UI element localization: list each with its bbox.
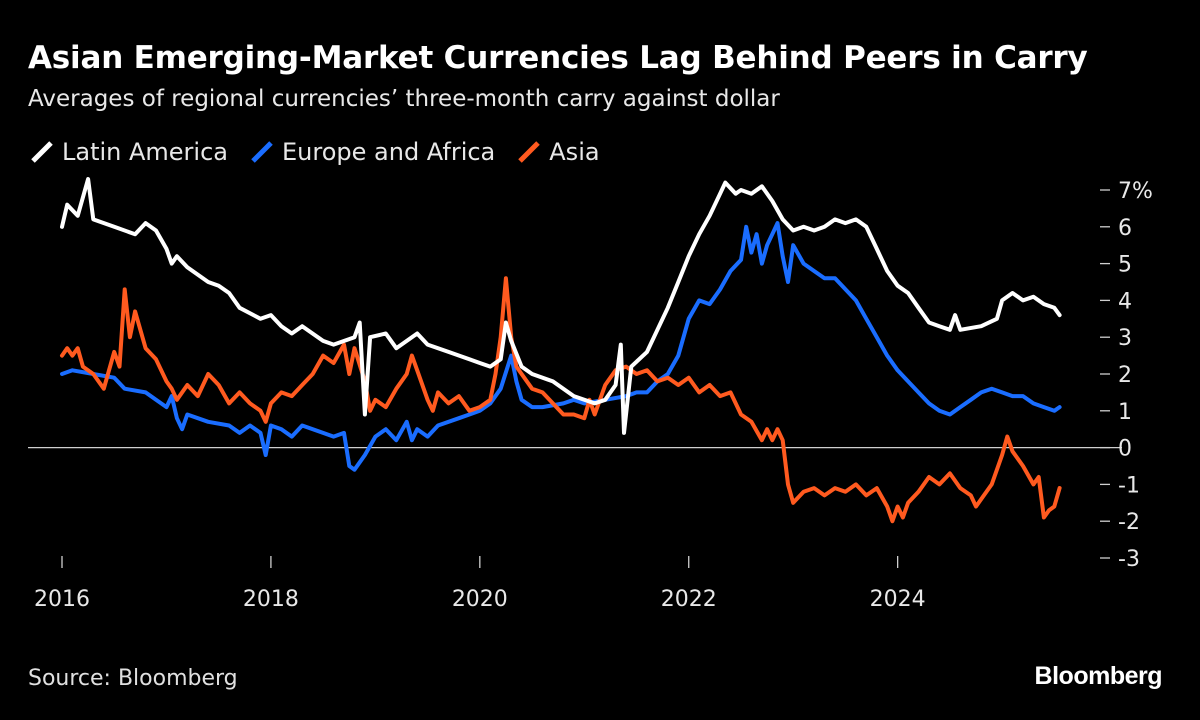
bloomberg-logo: Bloomberg bbox=[1034, 662, 1163, 690]
legend-swatch-europe-africa bbox=[251, 141, 273, 163]
y-tick-label: 2 bbox=[1118, 363, 1132, 388]
legend-label-europe-africa: Europe and Africa bbox=[282, 138, 496, 166]
chart-title: Asian Emerging-Market Currencies Lag Beh… bbox=[28, 40, 1088, 76]
source-note: Source: Bloomberg bbox=[28, 666, 238, 691]
legend-swatch-latin-america bbox=[31, 141, 53, 163]
series-line-latin-america bbox=[60, 177, 1062, 435]
series-line-asia bbox=[60, 276, 1062, 524]
y-tick-label: 6 bbox=[1118, 216, 1132, 241]
legend-item-asia: Asia bbox=[517, 138, 600, 166]
chart-subtitle: Averages of regional currencies’ three-m… bbox=[28, 86, 780, 112]
y-tick-label: 5 bbox=[1118, 253, 1132, 278]
y-tick-label: -3 bbox=[1118, 547, 1140, 572]
y-tick-label: 7% bbox=[1118, 179, 1153, 204]
x-tick-label: 2020 bbox=[452, 587, 508, 612]
y-tick-label: 3 bbox=[1118, 326, 1132, 351]
y-tick-label: 0 bbox=[1118, 437, 1132, 462]
legend-label-asia: Asia bbox=[549, 138, 600, 166]
legend: Latin America Europe and Africa Asia bbox=[30, 138, 622, 166]
x-tick-label: 2022 bbox=[661, 587, 717, 612]
legend-item-europe-africa: Europe and Africa bbox=[250, 138, 495, 166]
y-tick-label: -2 bbox=[1118, 510, 1140, 535]
legend-swatch-asia bbox=[518, 141, 541, 163]
x-tick-label: 2018 bbox=[243, 587, 299, 612]
series-line-europe-and-africa bbox=[60, 221, 1062, 472]
x-tick-label: 2016 bbox=[34, 587, 90, 612]
x-tick-label: 2024 bbox=[870, 587, 926, 612]
legend-item-latin-america: Latin America bbox=[30, 138, 228, 166]
y-tick-label: 4 bbox=[1118, 289, 1132, 314]
y-tick-label: -1 bbox=[1118, 473, 1140, 498]
legend-label-latin-america: Latin America bbox=[62, 138, 228, 166]
y-tick-label: 1 bbox=[1118, 400, 1132, 425]
